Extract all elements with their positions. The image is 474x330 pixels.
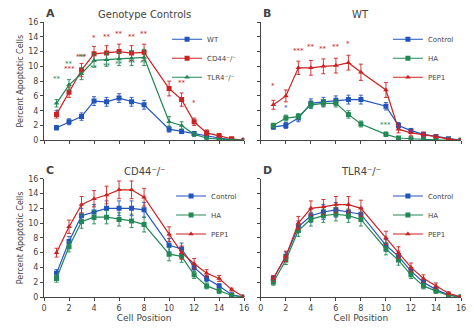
svg-text:6: 6 [33,92,38,101]
svg-text:HA: HA [211,212,221,220]
svg-text:*: * [346,40,350,48]
svg-text:2: 2 [66,304,71,313]
svg-text:TLR4⁻/⁻: TLR4⁻/⁻ [206,74,235,82]
svg-text:8: 8 [142,304,147,313]
svg-text:2: 2 [33,278,38,287]
svg-text:HA: HA [428,55,438,63]
svg-text:PEP1: PEP1 [428,74,445,82]
svg-text:6: 6 [333,304,338,313]
svg-text:HA: HA [428,212,438,220]
svg-text:12: 12 [28,47,38,56]
svg-text:TLR4⁻/⁻: TLR4⁻/⁻ [341,166,381,177]
svg-text:16: 16 [28,175,38,184]
svg-text:***: *** [293,47,304,55]
svg-text:CD44⁻/⁻: CD44⁻/⁻ [207,55,236,63]
svg-text:CD44⁻/⁻: CD44⁻/⁻ [124,166,165,177]
svg-text:B: B [263,7,271,20]
svg-text:14: 14 [28,189,38,198]
svg-text:*: * [55,108,59,116]
svg-text:10: 10 [381,304,391,313]
svg-text:PEP1: PEP1 [428,231,445,239]
svg-text:**: ** [178,79,186,87]
svg-text:4: 4 [33,106,38,115]
svg-text:14: 14 [28,33,38,42]
svg-text:4: 4 [308,304,313,313]
svg-text:8: 8 [33,234,38,243]
svg-text:0: 0 [258,304,263,313]
svg-text:16: 16 [239,304,249,313]
svg-text:**: ** [115,30,123,38]
svg-text:0: 0 [33,136,38,145]
svg-text:**: ** [319,45,327,53]
svg-text:**: ** [115,60,123,68]
svg-text:12: 12 [28,204,38,213]
svg-text:0: 0 [33,293,38,302]
svg-text:14: 14 [214,304,224,313]
svg-text:***: *** [64,65,75,73]
svg-text:Percent Apoptotic Cells: Percent Apoptotic Cells [16,35,25,128]
svg-text:4: 4 [91,304,96,313]
svg-text:PEP1: PEP1 [211,231,228,239]
svg-text:**: ** [140,30,148,38]
svg-text:8: 8 [358,304,363,313]
svg-text:***: *** [76,53,87,61]
svg-text:**: ** [65,60,73,68]
svg-text:10: 10 [164,304,174,313]
svg-text:**: ** [90,64,98,72]
svg-text:6: 6 [117,304,122,313]
svg-text:**: ** [140,59,148,67]
svg-text:Genotype Controls: Genotype Controls [98,9,191,20]
svg-text:10: 10 [28,62,38,71]
svg-text:WT: WT [352,9,369,20]
svg-text:**: ** [103,33,111,41]
svg-text:*: * [271,82,275,90]
svg-text:Control: Control [211,193,236,201]
svg-text:**: ** [332,43,340,51]
svg-text:4: 4 [33,263,38,272]
svg-text:8: 8 [33,77,38,86]
svg-text:**: ** [128,33,136,41]
svg-text:**: ** [307,43,315,51]
svg-text:0: 0 [41,304,46,313]
svg-text:2: 2 [283,304,288,313]
svg-text:Cell Position: Cell Position [117,313,172,323]
svg-text:**: ** [78,53,86,61]
svg-text:*: * [92,34,96,42]
svg-text:14: 14 [431,304,441,313]
svg-text:*: * [284,104,288,112]
svg-text:12: 12 [406,304,416,313]
svg-text:2: 2 [33,121,38,130]
svg-text:**: ** [128,59,136,67]
svg-text:D: D [263,164,272,177]
svg-text:6: 6 [33,248,38,257]
svg-text:16: 16 [28,18,38,27]
svg-text:Control: Control [428,193,453,201]
svg-text:**: ** [103,62,111,70]
svg-text:Control: Control [428,36,453,44]
svg-text:C: C [46,164,54,177]
svg-text:WT: WT [207,36,219,44]
svg-text:Cell Position: Cell Position [334,313,389,323]
svg-text:***: *** [380,121,391,129]
svg-text:*: * [192,99,196,107]
svg-text:12: 12 [189,304,199,313]
svg-text:10: 10 [28,219,38,228]
svg-text:16: 16 [456,304,466,313]
svg-text:**: ** [53,75,61,83]
svg-text:Percent Apoptotic Cells: Percent Apoptotic Cells [16,192,25,285]
svg-text:A: A [46,7,55,20]
